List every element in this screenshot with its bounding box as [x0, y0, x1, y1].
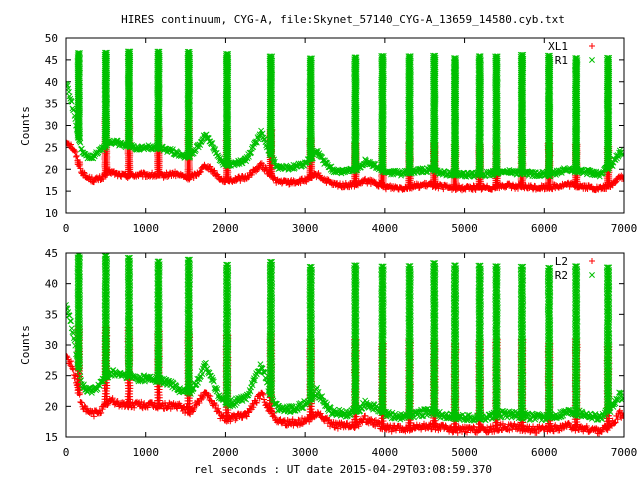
cross-marker: [225, 51, 232, 57]
plus-marker: [502, 184, 509, 191]
plus-marker: [197, 168, 204, 175]
cross-marker: [77, 139, 84, 146]
plus-marker: [72, 149, 79, 156]
x-tick-label: 4000: [372, 222, 399, 235]
x-tick-label: 2000: [212, 222, 239, 235]
cross-marker: [77, 50, 83, 57]
plus-marker: [196, 169, 203, 176]
x-tick-label: 5000: [451, 222, 478, 235]
cross-marker: [620, 152, 624, 158]
y-tick-label: 30: [45, 120, 58, 133]
plus-marker: [440, 186, 447, 193]
plus-marker: [235, 174, 242, 181]
y-tick-label: 20: [45, 163, 58, 176]
cross-marker: [156, 50, 163, 57]
y-axis-label: Counts: [19, 106, 32, 146]
cross-marker: [380, 52, 387, 59]
cross-marker: [407, 53, 414, 60]
plus-marker: [211, 167, 218, 174]
plus-marker: [207, 163, 214, 170]
y-tick-label: 40: [45, 76, 58, 89]
plus-marker: [100, 176, 107, 183]
cross-marker: [186, 50, 193, 57]
cross-marker: [353, 56, 360, 63]
y-tick-label: 15: [45, 185, 58, 198]
cross-marker: [253, 139, 260, 146]
cross-marker: [270, 158, 277, 165]
plus-marker: [302, 177, 309, 184]
cross-marker: [407, 55, 414, 62]
cross-marker: [68, 98, 75, 105]
x-tick-label: 7000: [611, 222, 638, 235]
plus-marker: [612, 179, 619, 186]
plot-area: [66, 48, 624, 194]
y-tick-label: 10: [45, 207, 58, 220]
x-tick-label: 1000: [132, 222, 159, 235]
cross-marker: [134, 146, 141, 153]
plus-marker: [255, 165, 262, 172]
cross-marker: [127, 50, 134, 57]
plus-marker: [73, 152, 80, 159]
top-panel: 10 15 20 25 30 35 40 45 50 0 1000 2000 3000 4000 5000 6…: [19, 32, 637, 235]
plus-marker: [81, 170, 88, 177]
plus-marker: [68, 141, 75, 148]
plus-marker: [66, 138, 69, 145]
plus-marker: [316, 172, 323, 179]
plus-marker: [67, 142, 74, 149]
plus-marker: [281, 176, 288, 183]
y-tick-label: 25: [45, 141, 58, 154]
y-tick-label: 35: [45, 98, 58, 111]
cross-marker: [268, 55, 275, 62]
cross-marker: [309, 55, 315, 62]
y-tick-label: 50: [45, 32, 58, 45]
cross-marker: [324, 160, 331, 167]
x-tick-label: 0: [63, 222, 70, 235]
cross-marker: [353, 54, 360, 61]
plus-marker: [88, 174, 95, 181]
plus-marker: [620, 175, 624, 182]
plus-marker: [286, 181, 293, 188]
cross-marker: [103, 51, 110, 58]
cross-marker: [67, 95, 74, 102]
y-tick-label: 45: [45, 54, 58, 67]
chart-title: HIRES continuum, CYG-A, file:Skynet_5714…: [121, 13, 565, 26]
plus-marker: [76, 159, 83, 166]
series-R1: [66, 48, 624, 180]
cross-marker: [225, 52, 232, 59]
cross-marker: [169, 146, 176, 153]
x-tick-label: 3000: [292, 222, 319, 235]
cross-marker: [380, 54, 387, 61]
plus-marker: [73, 153, 80, 160]
cross-marker: [269, 53, 276, 60]
plus-marker: [618, 172, 624, 179]
cross-marker: [186, 48, 193, 55]
cross-marker: [308, 57, 315, 64]
plus-marker: [97, 177, 104, 184]
cross-marker: [104, 49, 110, 56]
plus-marker: [71, 148, 78, 155]
series-XL1: [66, 114, 624, 194]
plus-marker: [254, 166, 261, 173]
cross-marker: [156, 48, 163, 55]
plus-marker: [80, 169, 87, 176]
cross-marker: [127, 48, 134, 55]
plus-marker: [213, 172, 220, 179]
plus-marker: [472, 186, 479, 193]
x-tick-label: 6000: [531, 222, 558, 235]
cross-marker: [76, 52, 83, 59]
